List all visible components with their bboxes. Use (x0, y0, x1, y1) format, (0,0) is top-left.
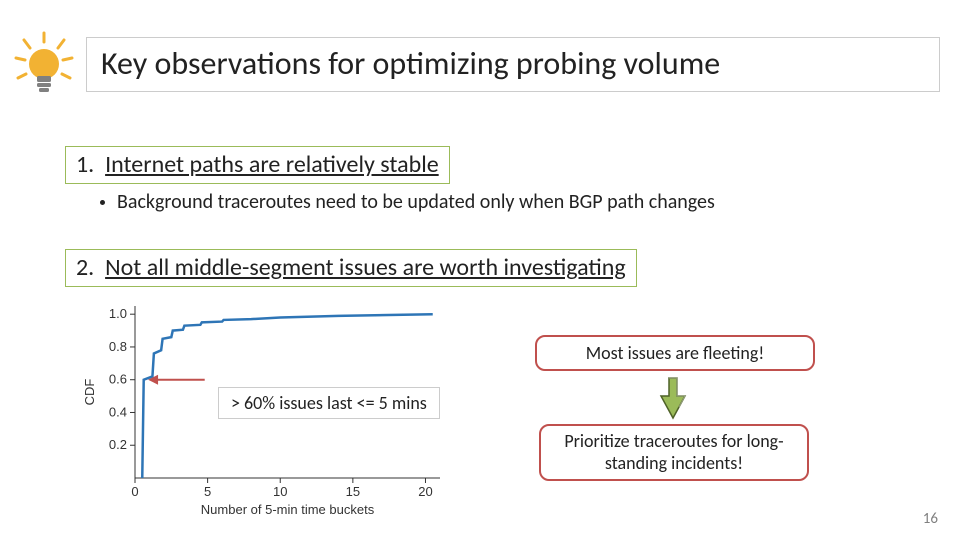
svg-text:0.2: 0.2 (109, 437, 127, 452)
svg-text:20: 20 (418, 484, 432, 499)
callout-fleeting: Most issues are fleeting! (535, 335, 815, 371)
svg-text:0.8: 0.8 (109, 339, 127, 354)
observation-1-box: 1. Internet paths are relatively stable (65, 146, 450, 184)
observation-2-number: 2. (76, 253, 94, 282)
svg-text:1.0: 1.0 (109, 306, 127, 321)
svg-text:15: 15 (346, 484, 360, 499)
observation-2-title: 2. Not all middle-segment issues are wor… (76, 253, 626, 282)
page-number: 16 (923, 510, 938, 528)
svg-text:10: 10 (273, 484, 287, 499)
bullet-dot-icon (100, 200, 105, 205)
observation-1-text: Internet paths are relatively stable (105, 150, 439, 179)
svg-text:0.4: 0.4 (109, 404, 127, 419)
observation-1-number: 1. (76, 150, 94, 179)
lightbulb-icon (10, 30, 78, 98)
observation-1-bullet: Background traceroutes need to be update… (100, 190, 715, 214)
svg-text:0.6: 0.6 (109, 372, 127, 387)
observation-2-text: Not all middle-segment issues are worth … (105, 253, 626, 282)
callout-60-percent: > 60% issues last <= 5 mins (218, 387, 440, 419)
svg-text:Number of 5-min time buckets: Number of 5-min time buckets (201, 502, 375, 517)
callout-prioritize: Prioritize traceroutes for long-standing… (539, 424, 809, 481)
title-box: Key observations for optimizing probing … (86, 37, 940, 92)
svg-text:CDF: CDF (82, 379, 97, 406)
observation-2-box: 2. Not all middle-segment issues are wor… (65, 249, 637, 287)
observation-1-bullet-text: Background traceroutes need to be update… (117, 190, 715, 214)
observation-1-title: 1. Internet paths are relatively stable (76, 150, 439, 179)
green-down-arrow-icon (658, 376, 688, 420)
page-title: Key observations for optimizing probing … (101, 44, 925, 83)
svg-text:0: 0 (131, 484, 138, 499)
svg-text:5: 5 (204, 484, 211, 499)
